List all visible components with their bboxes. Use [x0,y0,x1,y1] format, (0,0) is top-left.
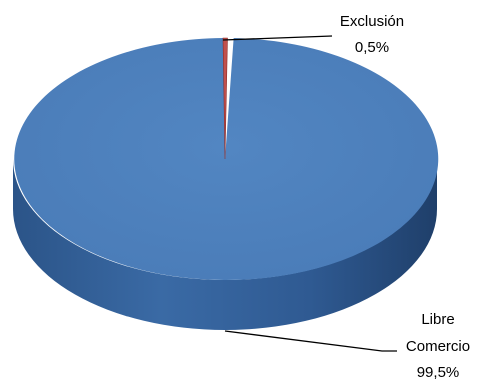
pie-slice-exclusion [222,37,228,160]
pie-side-wall [13,159,437,330]
leader-line-exclusion [222,35,333,41]
label-libre-value: 99,5% [417,364,460,381]
label-exclusion-value: 0,5% [355,39,389,56]
label-exclusion-name: Exclusión [340,13,404,30]
pie-slice-libre-comercio [14,38,439,280]
leader-line-libre-comercio [224,330,397,352]
label-libre-name-1: Libre [421,311,454,328]
label-libre-name-2: Comercio [406,338,470,355]
